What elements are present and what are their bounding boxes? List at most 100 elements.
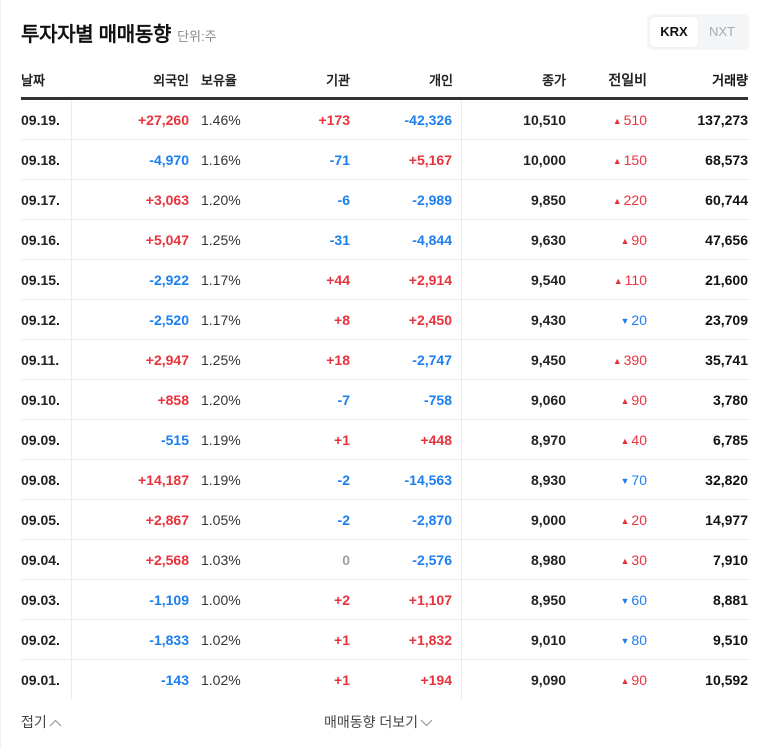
change-value: 90	[631, 672, 647, 688]
cell-date: 09.15.	[21, 260, 72, 299]
cell-individual: +1,832	[350, 620, 462, 659]
cell-foreign: -515	[160, 431, 189, 448]
cell-date: 09.10.	[21, 380, 72, 419]
col-header-foreign: 외국인	[153, 73, 189, 88]
table-row: 09.17. +3,063 1.20% -6 -2,989 9,850 ▲ 220 60,744	[21, 180, 748, 220]
change-value: 60	[631, 591, 647, 608]
triangle-down-icon: ▼	[620, 635, 630, 646]
triangle-up-icon: ▲	[620, 555, 630, 566]
cell-volume: 23,709	[705, 311, 748, 328]
table-row: 09.11. +2,947 1.25% +18 -2,747 9,450 ▲ 390 35,74…	[21, 340, 748, 380]
cell-change: ▲ 90	[566, 392, 648, 408]
col-header-change: 전일비	[608, 71, 647, 88]
table-header: 날짜 외국인 보유율 기관 개인 종가 전일비 거래량	[21, 62, 748, 100]
cell-holding: 1.03%	[201, 551, 241, 568]
table-row: 09.04. +2,568 1.03% 0 -2,576 8,980 ▲ 30 7,910	[21, 540, 748, 580]
cell-individual: +2,450	[350, 300, 462, 339]
cell-volume: 10,592	[705, 672, 748, 688]
section-title: 투자자별 매매동향	[21, 24, 172, 46]
triangle-down-icon: ▼	[620, 315, 630, 326]
cell-holding: 1.25%	[201, 231, 241, 248]
col-header-date: 날짜	[21, 73, 45, 88]
cell-change: ▼ 60	[566, 591, 648, 608]
cell-holding: 1.25%	[201, 351, 241, 368]
cell-date: 09.01.	[21, 660, 72, 700]
cell-individual: -2,747	[350, 340, 462, 379]
cell-foreign: -143	[160, 672, 189, 688]
cell-foreign: -2,520	[149, 311, 189, 328]
table-footer: 접기 매매동향 더보기	[0, 708, 768, 736]
cell-foreign: +2,947	[145, 351, 189, 368]
cell-volume: 9,510	[712, 631, 748, 648]
change-value: 150	[623, 151, 647, 168]
cell-close: 9,630	[530, 231, 566, 248]
table-row: 09.01. -143 1.02% +1 +194 9,090 ▲ 90 10,592	[21, 660, 748, 700]
triangle-down-icon: ▼	[620, 595, 630, 606]
cell-holding: 1.19%	[201, 431, 241, 448]
cell-institution: -71	[329, 151, 350, 168]
cell-institution: +44	[326, 271, 350, 288]
cell-institution: -6	[337, 191, 350, 208]
table-row: 09.08. +14,187 1.19% -2 -14,563 8,930 ▼ 70 32,82…	[21, 460, 748, 500]
cell-date: 09.16.	[21, 220, 72, 259]
cell-close: 9,850	[530, 191, 566, 208]
chevron-up-icon	[49, 719, 62, 727]
cell-individual: -14,563	[350, 460, 462, 499]
cell-institution: 0	[342, 551, 350, 568]
triangle-up-icon: ▲	[620, 515, 630, 526]
table-row: 09.19. +27,260 1.46% +173 -42,326 10,510 ▲ 510 1…	[21, 100, 748, 140]
table-row: 09.12. -2,520 1.17% +8 +2,450 9,430 ▼ 20 23,709	[21, 300, 748, 340]
cell-close: 10,000	[523, 151, 566, 168]
cell-foreign: +858	[157, 391, 189, 408]
cell-close: 9,000	[530, 511, 566, 528]
cell-foreign: -1,109	[149, 591, 189, 608]
cell-foreign: +2,867	[145, 511, 189, 528]
fold-button[interactable]: 접기	[21, 712, 62, 732]
cell-change: ▲ 110	[566, 272, 647, 288]
cell-foreign: -1,833	[149, 631, 189, 648]
cell-foreign: -2,922	[149, 271, 189, 288]
panel-left-border	[0, 0, 1, 749]
cell-close: 8,930	[530, 471, 566, 488]
col-header-holding: 보유율	[201, 73, 237, 88]
cell-holding: 1.02%	[201, 631, 241, 648]
cell-volume: 3,780	[712, 391, 748, 408]
change-value: 20	[631, 511, 647, 528]
cell-institution: -2	[337, 511, 350, 528]
triangle-up-icon: ▲	[620, 435, 630, 446]
table-row: 09.02. -1,833 1.02% +1 +1,832 9,010 ▼ 80 9,510	[21, 620, 748, 660]
table-row: 09.03. -1,109 1.00% +2 +1,107 8,950 ▼ 60 8,881	[21, 580, 748, 620]
cell-institution: +8	[334, 311, 350, 328]
more-trading-button[interactable]: 매매동향 더보기	[324, 712, 433, 732]
cell-change: ▲ 30	[566, 552, 648, 568]
cell-holding: 1.19%	[201, 471, 241, 488]
cell-individual: -42,326	[350, 100, 462, 139]
cell-individual: -2,870	[350, 500, 462, 539]
cell-volume: 35,741	[705, 351, 748, 368]
cell-date: 09.17.	[21, 180, 72, 219]
change-value: 90	[631, 231, 647, 248]
cell-date: 09.08.	[21, 460, 72, 499]
cell-volume: 32,820	[705, 471, 748, 488]
table-row: 09.18. -4,970 1.16% -71 +5,167 10,000 ▲ 150 68,5…	[21, 140, 748, 180]
chevron-down-icon	[420, 719, 433, 727]
cell-date: 09.12.	[21, 300, 72, 339]
cell-holding: 1.46%	[201, 111, 241, 128]
cell-close: 9,450	[530, 351, 566, 368]
table-row: 09.10. +858 1.20% -7 -758 9,060 ▲ 90 3,780	[21, 380, 748, 420]
cell-close: 10,510	[523, 111, 566, 128]
market-option-nxt[interactable]: NXT	[709, 24, 735, 39]
cell-holding: 1.20%	[201, 391, 241, 408]
triangle-up-icon: ▲	[613, 275, 623, 286]
change-value: 510	[623, 111, 647, 128]
triangle-up-icon: ▲	[612, 355, 622, 366]
change-value: 220	[623, 191, 647, 208]
cell-holding: 1.16%	[201, 151, 241, 168]
cell-individual: -4,844	[350, 220, 462, 259]
cell-individual: -2,989	[350, 180, 462, 219]
table-row: 09.09. -515 1.19% +1 +448 8,970 ▲ 40 6,785	[21, 420, 748, 460]
change-value: 70	[631, 471, 647, 488]
cell-holding: 1.05%	[201, 511, 241, 528]
market-option-krx[interactable]: KRX	[650, 17, 698, 47]
change-value: 40	[631, 431, 647, 448]
